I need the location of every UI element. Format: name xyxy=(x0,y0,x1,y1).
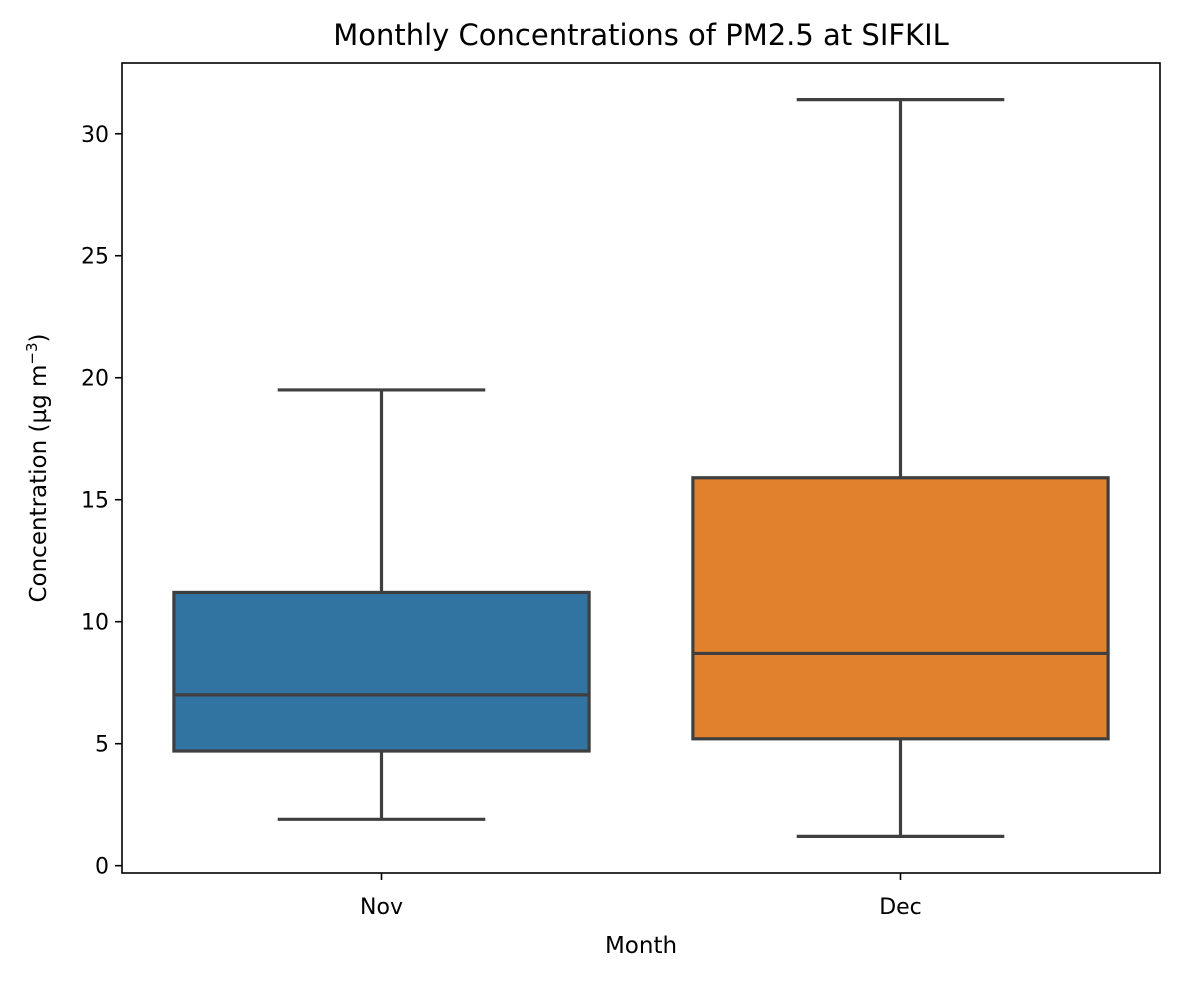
y-tick-label-25: 25 xyxy=(81,245,109,270)
axes-frame xyxy=(121,62,1161,874)
x-axis-label: Month xyxy=(605,933,677,959)
box-group-nov xyxy=(172,388,591,821)
box-nov xyxy=(172,590,591,753)
y-tick-label-20: 20 xyxy=(81,367,109,392)
y-tick-label-0: 0 xyxy=(95,855,109,880)
box-group-dec xyxy=(691,97,1110,839)
y-axis-label-superscript: −3 xyxy=(23,342,41,364)
y-tick-label-30: 30 xyxy=(81,123,109,148)
plot-area xyxy=(172,97,1110,839)
axes: 0 5 10 15 20 25 30 Nov Dec xyxy=(81,123,922,920)
y-axis-label: Concentration (µg m−3) xyxy=(23,333,52,602)
y-tick-label-5: 5 xyxy=(95,733,109,758)
box-dec xyxy=(691,476,1110,741)
y-axis-label-main: Concentration (µg m xyxy=(26,365,52,603)
x-tick-label-dec: Dec xyxy=(879,895,922,920)
y-tick-label-15: 15 xyxy=(81,489,109,514)
y-axis-label-suffix: ) xyxy=(26,333,52,342)
chart-title: Monthly Concentrations of PM2.5 at SIFKI… xyxy=(333,18,949,52)
y-tick-label-10: 10 xyxy=(81,611,109,636)
x-tick-label-nov: Nov xyxy=(360,895,403,920)
